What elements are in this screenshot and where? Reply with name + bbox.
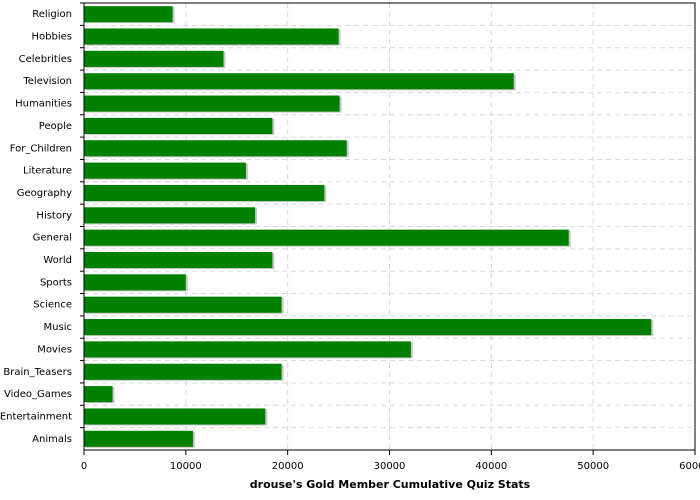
y-tick-label: Literature bbox=[23, 166, 72, 177]
y-tick-label: People bbox=[39, 121, 72, 132]
x-tick-label: 60000 bbox=[679, 461, 700, 472]
y-tick-label: General bbox=[33, 233, 72, 244]
y-tick-label: Geography bbox=[17, 188, 72, 199]
y-tick-label: Video_Games bbox=[4, 389, 72, 400]
bar bbox=[84, 73, 514, 90]
bar bbox=[84, 386, 113, 403]
y-tick-label: Brain_Teasers bbox=[3, 367, 72, 378]
bar bbox=[84, 207, 256, 224]
y-tick-label: Hobbies bbox=[32, 32, 72, 43]
bar bbox=[84, 430, 193, 447]
bar bbox=[84, 6, 173, 23]
y-tick-label: Humanities bbox=[15, 99, 72, 110]
y-tick-label: For_Children bbox=[10, 143, 72, 154]
bar bbox=[84, 274, 186, 291]
plot-border bbox=[83, 2, 696, 451]
bar bbox=[84, 162, 246, 179]
y-tick-label: Sports bbox=[40, 277, 72, 288]
x-tick-label: 20000 bbox=[272, 461, 304, 472]
x-tick-label: 10000 bbox=[170, 461, 202, 472]
x-tick-label: 40000 bbox=[475, 461, 507, 472]
bar bbox=[84, 140, 347, 157]
y-tick-label: Celebrities bbox=[19, 54, 72, 65]
bar bbox=[84, 341, 411, 358]
y-tick-label: Science bbox=[33, 300, 72, 311]
y-tick-label: Television bbox=[22, 76, 72, 87]
bar bbox=[84, 95, 340, 112]
bar bbox=[84, 117, 273, 134]
chart-title: drouse's Gold Member Cumulative Quiz Sta… bbox=[250, 478, 531, 491]
x-tick-label: 0 bbox=[81, 461, 87, 472]
y-tick-label: Religion bbox=[32, 9, 72, 20]
y-tick-label: Entertainment bbox=[0, 411, 72, 422]
bar bbox=[84, 408, 266, 425]
bar bbox=[84, 50, 224, 67]
bar bbox=[84, 251, 273, 269]
x-tick-label: 30000 bbox=[374, 461, 406, 472]
bar bbox=[84, 296, 282, 313]
bar bbox=[84, 229, 569, 246]
y-tick-label: World bbox=[43, 255, 72, 266]
y-tick-label: Music bbox=[44, 322, 72, 333]
y-tick-label: Movies bbox=[37, 344, 72, 355]
x-tick-label: 50000 bbox=[577, 461, 609, 472]
bar bbox=[84, 319, 652, 336]
bar bbox=[84, 28, 339, 45]
y-tick-label: History bbox=[36, 210, 72, 221]
y-tick-label: Animals bbox=[32, 434, 72, 445]
bar bbox=[84, 363, 282, 380]
bar bbox=[84, 184, 325, 202]
